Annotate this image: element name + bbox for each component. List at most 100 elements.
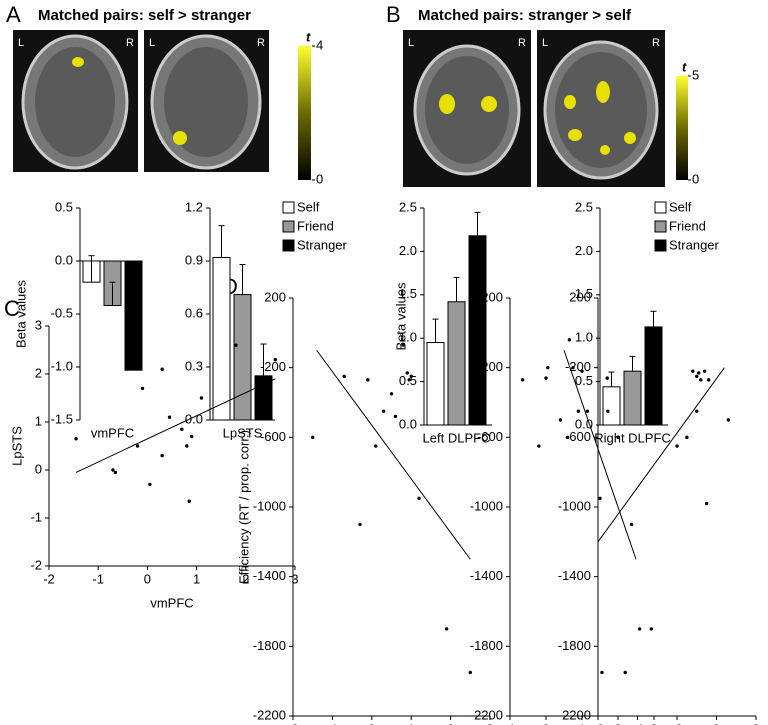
side-label: R [518, 37, 526, 49]
point [704, 501, 709, 506]
point [187, 499, 191, 503]
y-tick-label: -1.5 [51, 411, 73, 426]
point [407, 378, 411, 382]
point [675, 444, 679, 448]
point [409, 374, 413, 379]
y-tick-label: -200 [477, 359, 503, 374]
point [544, 376, 548, 380]
x-tick-label: -4 [632, 721, 644, 725]
y-tick-label: -2 [30, 557, 42, 572]
colorbar-label: t [306, 29, 311, 44]
x-tick-label: 0 [144, 571, 151, 586]
x-tick-label: 1 [193, 571, 200, 586]
point [616, 435, 620, 440]
x-tick-label: 3 [486, 721, 493, 725]
point [637, 627, 642, 631]
y-tick-label: 0.3 [185, 358, 203, 373]
panel-title: Matched pairs: stranger > self [418, 7, 632, 24]
x-tick-label: 0 [542, 721, 549, 725]
point [366, 378, 370, 382]
legend-swatch [282, 239, 295, 252]
y-tick-label: -2200 [558, 707, 591, 722]
point [655, 341, 659, 345]
point [74, 437, 78, 441]
legend-label: Friend [297, 218, 334, 233]
x-tick-label: -2 [671, 721, 683, 725]
x-tick-label: 3 [650, 721, 657, 725]
legend-label: Stranger [669, 237, 720, 252]
bar [644, 326, 663, 426]
point [699, 378, 703, 382]
point [381, 409, 386, 413]
x-tick-label: 2 [447, 721, 454, 725]
point [444, 627, 449, 631]
y-tick-label: 0.0 [55, 252, 73, 267]
y-axis-label: Efficiency (RT / prop. corr.) [236, 430, 251, 584]
y-tick-label: -600 [565, 429, 591, 444]
point [180, 427, 184, 431]
bar [468, 235, 487, 426]
point [623, 670, 627, 675]
point [135, 444, 140, 448]
brain-images-b [403, 30, 688, 187]
y-tick-label: -200 [565, 359, 591, 374]
colorbar-tick-label: 0 [316, 171, 323, 186]
point [199, 396, 204, 400]
point [565, 435, 570, 440]
point [585, 409, 590, 413]
point [160, 367, 164, 371]
x-tick-label: Right DLPFC [594, 430, 671, 445]
y-axis-label: Beta values [393, 282, 408, 350]
x-tick-label: 0 [713, 721, 720, 725]
y-tick-label: 200 [481, 289, 503, 304]
colorbar-tick-label: 4 [316, 37, 323, 52]
legend-swatch [654, 239, 667, 252]
point [374, 444, 378, 448]
legend-label: Self [669, 199, 692, 214]
side-label: L [149, 37, 155, 49]
point [273, 357, 278, 362]
point [702, 369, 707, 373]
y-tick-label: 0.6 [185, 305, 203, 320]
side-label: L [542, 37, 548, 49]
panel-letter: C [4, 296, 20, 321]
point [417, 496, 421, 500]
legend-swatch [654, 201, 667, 214]
brain-images-a [13, 30, 311, 180]
point [148, 482, 152, 487]
x-tick-label: 1 [578, 721, 585, 725]
point [140, 386, 145, 391]
y-tick-label: 2 [35, 365, 42, 380]
y-tick-label: 1.5 [399, 286, 417, 301]
point [629, 522, 634, 527]
y-tick-label: 200 [264, 289, 286, 304]
panel-title: Matched pairs: self > stranger [38, 7, 251, 24]
point [389, 392, 394, 396]
point [342, 374, 346, 379]
x-tick-label: 2 [614, 721, 621, 725]
y-tick-label: 1.2 [185, 199, 203, 214]
y-tick-label: -1000 [253, 498, 286, 513]
legend-label: Self [297, 199, 320, 214]
x-tick-label: -2 [287, 721, 299, 725]
x-tick-label: 1 [408, 721, 415, 725]
y-tick-label: 2.5 [575, 199, 593, 214]
x-tick-label: 0 [368, 721, 375, 725]
point [113, 470, 118, 475]
point [605, 376, 609, 380]
x-tick-label: -1 [92, 571, 104, 586]
point [706, 378, 711, 382]
y-tick-label: 0 [35, 461, 42, 476]
fit-line [316, 349, 471, 560]
bar [602, 386, 621, 426]
point [167, 415, 172, 419]
point [405, 371, 409, 375]
x-tick-label: -1 [504, 721, 516, 725]
y-tick-label: -1400 [558, 568, 591, 583]
point [695, 409, 699, 413]
panel-letter: A [6, 2, 21, 27]
point [189, 434, 194, 439]
y-tick-label: 0.9 [185, 252, 203, 267]
y-tick-label: 0.5 [55, 199, 73, 214]
